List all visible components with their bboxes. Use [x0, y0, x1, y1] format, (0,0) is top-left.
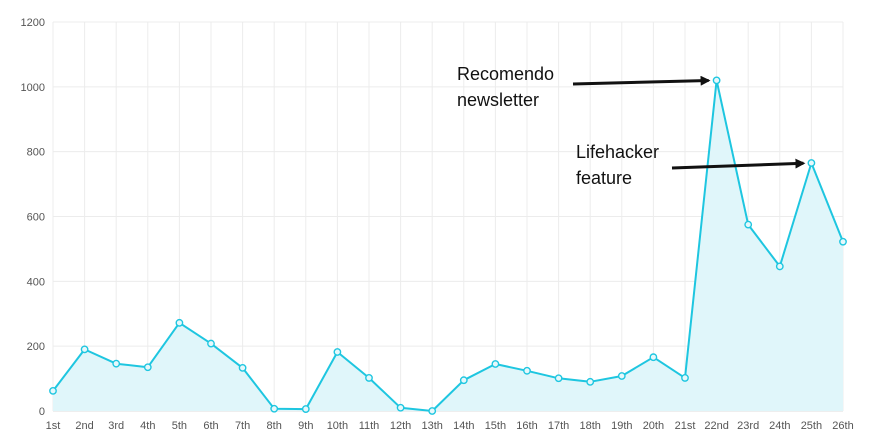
x-axis-ticks: 1st 2nd 3rd 4th 5th 6th 7th 8th 9th 10th 11th 12th 1… — [46, 420, 854, 432]
annotation-text: newsletter — [457, 90, 539, 110]
area-fill — [53, 80, 843, 412]
x-tick-label: 9th — [298, 420, 313, 432]
y-axis-ticks: 0 200 400 600 800 1000 1200 — [21, 17, 45, 418]
x-tick-label: 1st — [46, 420, 61, 432]
x-tick-label: 13th — [421, 420, 442, 432]
y-tick-label: 1200 — [21, 17, 45, 29]
x-tick-label: 8th — [267, 420, 282, 432]
data-point[interactable] — [744, 220, 753, 229]
data-point[interactable] — [175, 318, 184, 327]
data-point[interactable] — [681, 374, 689, 382]
data-point[interactable] — [807, 159, 816, 167]
data-point[interactable] — [112, 359, 121, 368]
data-point[interactable] — [49, 387, 57, 395]
data-point[interactable] — [365, 374, 373, 382]
y-tick-label: 800 — [27, 147, 45, 159]
data-point[interactable] — [523, 366, 531, 375]
data-point[interactable] — [80, 345, 89, 354]
x-tick-label: 23rd — [737, 420, 759, 432]
annotations: Recomendo newsletter Lifehacker feature — [457, 64, 806, 188]
data-point[interactable] — [554, 374, 563, 383]
x-tick-label: 16th — [516, 420, 537, 432]
data-point[interactable] — [775, 262, 784, 271]
x-tick-label: 7th — [235, 420, 250, 432]
data-points — [49, 76, 847, 415]
y-tick-label: 200 — [27, 341, 45, 353]
x-tick-label: 24th — [769, 420, 790, 432]
y-tick-label: 600 — [27, 212, 45, 224]
data-point[interactable] — [586, 377, 595, 386]
x-tick-label: 4th — [140, 420, 155, 432]
annotation-arrow — [572, 75, 711, 86]
x-tick-label: 20th — [643, 420, 664, 432]
y-tick-label: 400 — [27, 276, 45, 288]
y-tick-label: 1000 — [21, 82, 45, 94]
x-tick-label: 12th — [390, 420, 411, 432]
x-tick-label: 11th — [359, 420, 380, 432]
data-point[interactable] — [649, 353, 658, 362]
series-line — [52, 79, 844, 412]
x-tick-label: 19th — [611, 420, 632, 432]
data-point[interactable] — [617, 372, 626, 380]
data-point[interactable] — [396, 403, 405, 412]
x-tick-label: 15th — [485, 420, 506, 432]
x-tick-label: 3rd — [108, 420, 124, 432]
annotation-text: feature — [576, 168, 632, 188]
area-series — [53, 80, 843, 412]
data-point[interactable] — [712, 76, 721, 85]
data-point[interactable] — [333, 348, 342, 356]
x-tick-label: 22nd — [704, 420, 728, 432]
data-point[interactable] — [207, 339, 215, 348]
annotation: Lifehacker feature — [576, 142, 806, 188]
x-tick-label: 5th — [172, 420, 187, 432]
data-point[interactable] — [143, 363, 152, 372]
y-tick-label: 0 — [39, 406, 45, 418]
data-point[interactable] — [839, 237, 847, 246]
x-tick-label: 6th — [203, 420, 218, 432]
data-point[interactable] — [238, 363, 247, 372]
data-point[interactable] — [459, 376, 468, 385]
x-tick-label: 2nd — [75, 420, 93, 432]
data-point[interactable] — [270, 404, 279, 413]
data-point[interactable] — [301, 405, 310, 413]
annotation-text: Lifehacker — [576, 142, 659, 162]
x-tick-label: 14th — [453, 420, 474, 432]
x-tick-label: 25th — [801, 420, 822, 432]
annotation: Recomendo newsletter — [457, 64, 711, 110]
annotation-text: Recomendo — [457, 64, 554, 84]
data-point[interactable] — [428, 407, 437, 415]
line-series — [52, 79, 844, 412]
data-point[interactable] — [491, 360, 500, 368]
x-tick-label: 26th — [832, 420, 853, 432]
x-tick-label: 21st — [675, 420, 696, 432]
annotation-arrow — [671, 158, 806, 170]
x-tick-label: 18th — [579, 420, 600, 432]
x-tick-label: 10th — [327, 420, 348, 432]
x-tick-label: 17th — [548, 420, 569, 432]
